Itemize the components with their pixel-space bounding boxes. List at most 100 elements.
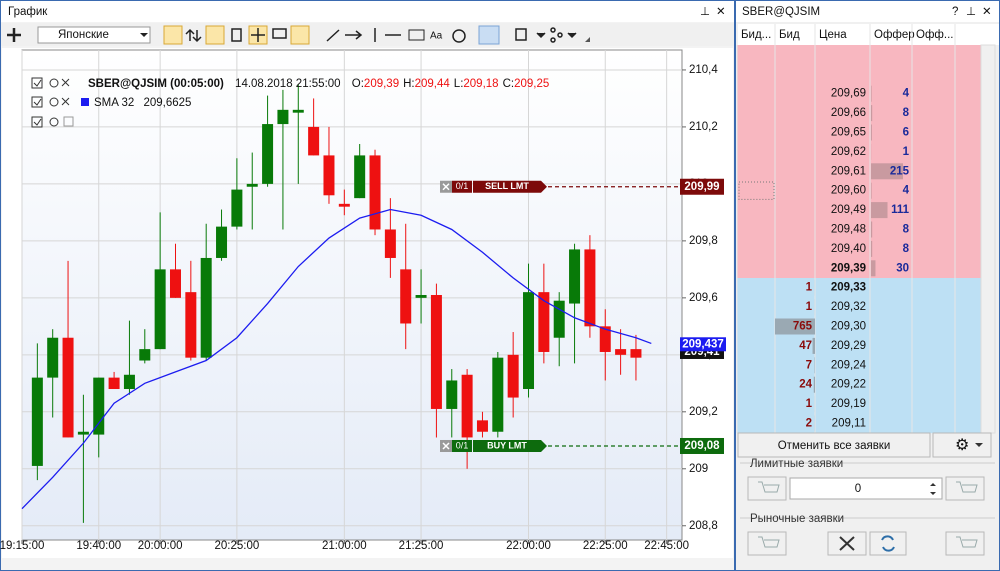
ohlc-value: 209,18 <box>463 78 498 90</box>
sma-price-box <box>680 337 726 352</box>
limit-sell-button[interactable] <box>945 476 985 501</box>
offer-bar <box>871 202 888 219</box>
column-header[interactable]: Офф... <box>916 29 953 41</box>
candle-body <box>77 431 89 435</box>
ohlc-key: H: <box>403 78 415 90</box>
x-tick-label: 22:45:00 <box>644 540 689 552</box>
column-header[interactable]: Бид <box>779 29 800 41</box>
offer-volume: 6 <box>903 127 909 139</box>
bid-volume: 1 <box>806 398 813 410</box>
help-button[interactable]: ? <box>952 6 958 18</box>
candle-body <box>415 295 427 298</box>
offer-bar <box>871 105 873 122</box>
book-header <box>736 24 999 45</box>
sma-name: SMA 32 <box>94 97 134 109</box>
order-cancel-icon <box>442 183 450 191</box>
y-tick-label: 210,4 <box>689 64 718 76</box>
settings-button[interactable] <box>932 432 992 458</box>
style-dropdown[interactable] <box>37 26 151 44</box>
refresh-button[interactable] <box>869 531 907 556</box>
close-button[interactable]: ✕ <box>982 6 992 18</box>
price: 209,61 <box>831 165 866 177</box>
column-header[interactable]: Оффер <box>874 29 915 41</box>
bid-volume: 1 <box>806 282 813 294</box>
offer-bar <box>871 260 876 277</box>
order-tag[interactable] <box>473 439 547 452</box>
market-buy-button[interactable] <box>747 531 787 556</box>
order-tag[interactable] <box>473 180 547 193</box>
pin-button[interactable]: ⊥ <box>966 6 976 18</box>
bid-volume: 2 <box>806 418 812 430</box>
candle-body <box>338 203 350 207</box>
order-price-label: 209,99 <box>684 181 719 193</box>
settings-icon: ⚙ <box>955 437 969 454</box>
price: 209,62 <box>831 146 866 158</box>
candle-body <box>461 374 473 438</box>
order-cancel-icon <box>442 442 450 450</box>
candle-body <box>200 257 212 358</box>
ohlc-value: 209,25 <box>514 78 549 90</box>
style-dropdown-text[interactable]: Японские <box>58 29 109 41</box>
x-tick-label: 19:40:00 <box>76 540 121 552</box>
limit-title: Лимитные заявки <box>750 458 843 470</box>
pin-button[interactable]: ⊥ <box>700 6 710 18</box>
column-header[interactable]: Бид... <box>741 29 771 41</box>
close-button[interactable]: ✕ <box>716 6 726 18</box>
ohlc-value: 209,39 <box>364 78 399 90</box>
ohlc-key: O: <box>352 78 364 90</box>
candle-body <box>323 155 335 196</box>
x-tick-label: 22:25:00 <box>583 540 628 552</box>
bid-volume: 1 <box>806 301 813 313</box>
x-tick-label: 21:00:00 <box>322 540 367 552</box>
candle-body <box>630 349 642 358</box>
candle-body <box>523 292 535 390</box>
market-sell-button[interactable] <box>945 531 985 556</box>
toolbar-icons: Aa <box>7 25 590 45</box>
limit-buy-button[interactable] <box>747 476 787 501</box>
price: 209,32 <box>831 301 866 313</box>
price: 209,60 <box>831 185 866 197</box>
order-price-label: 209,08 <box>684 440 720 452</box>
legend-header: SBER@QJSIM (00:05:00) 14.08.2018 21:55:0… <box>88 78 549 90</box>
price: 209,39 <box>831 262 866 274</box>
settings-arrow <box>975 443 983 447</box>
cancel-all-label: Отменить все заявки <box>778 440 891 452</box>
offer-volume: 1 <box>903 146 910 158</box>
price: 209,48 <box>831 224 866 236</box>
offer-bar <box>871 221 873 238</box>
candle-body <box>584 249 596 327</box>
quantity-input[interactable] <box>789 477 943 500</box>
window-title: График <box>8 6 48 18</box>
price: 209,24 <box>831 359 867 371</box>
y-tick-label: 209,6 <box>689 292 718 304</box>
x-tick-label: 21:25:00 <box>399 540 444 552</box>
column-header[interactable]: Цена <box>819 29 847 41</box>
x-tick-label: 19:15:00 <box>0 540 44 552</box>
candle-body <box>154 269 166 350</box>
bid-area <box>737 278 981 434</box>
sma-price-label: 209,437 <box>682 338 724 350</box>
cancel-all-button[interactable] <box>737 432 931 458</box>
candle-body <box>139 349 151 361</box>
quantity-value[interactable]: 0 <box>855 483 861 495</box>
chart-legend <box>31 77 74 128</box>
title-bar <box>736 1 999 22</box>
y-tick-label: 209,2 <box>689 406 718 418</box>
candle-body <box>169 269 181 298</box>
add-button[interactable] <box>7 28 21 42</box>
bid-volume: 24 <box>799 379 812 391</box>
candle-body <box>384 229 396 258</box>
cart-icons <box>758 481 978 548</box>
candle-body <box>553 300 565 338</box>
plot-area <box>21 49 683 541</box>
candle-body <box>308 126 320 156</box>
bid-volume: 47 <box>799 340 812 352</box>
sma-value: 209,6625 <box>143 97 191 109</box>
offer-volume: 4 <box>903 88 910 100</box>
ohlc-key: L: <box>454 78 464 90</box>
scrollbar[interactable] <box>980 44 996 434</box>
candle-body <box>216 226 228 258</box>
order-side: SELL LMT <box>485 181 529 191</box>
spinner[interactable] <box>930 483 936 495</box>
price: 209,69 <box>831 88 866 100</box>
